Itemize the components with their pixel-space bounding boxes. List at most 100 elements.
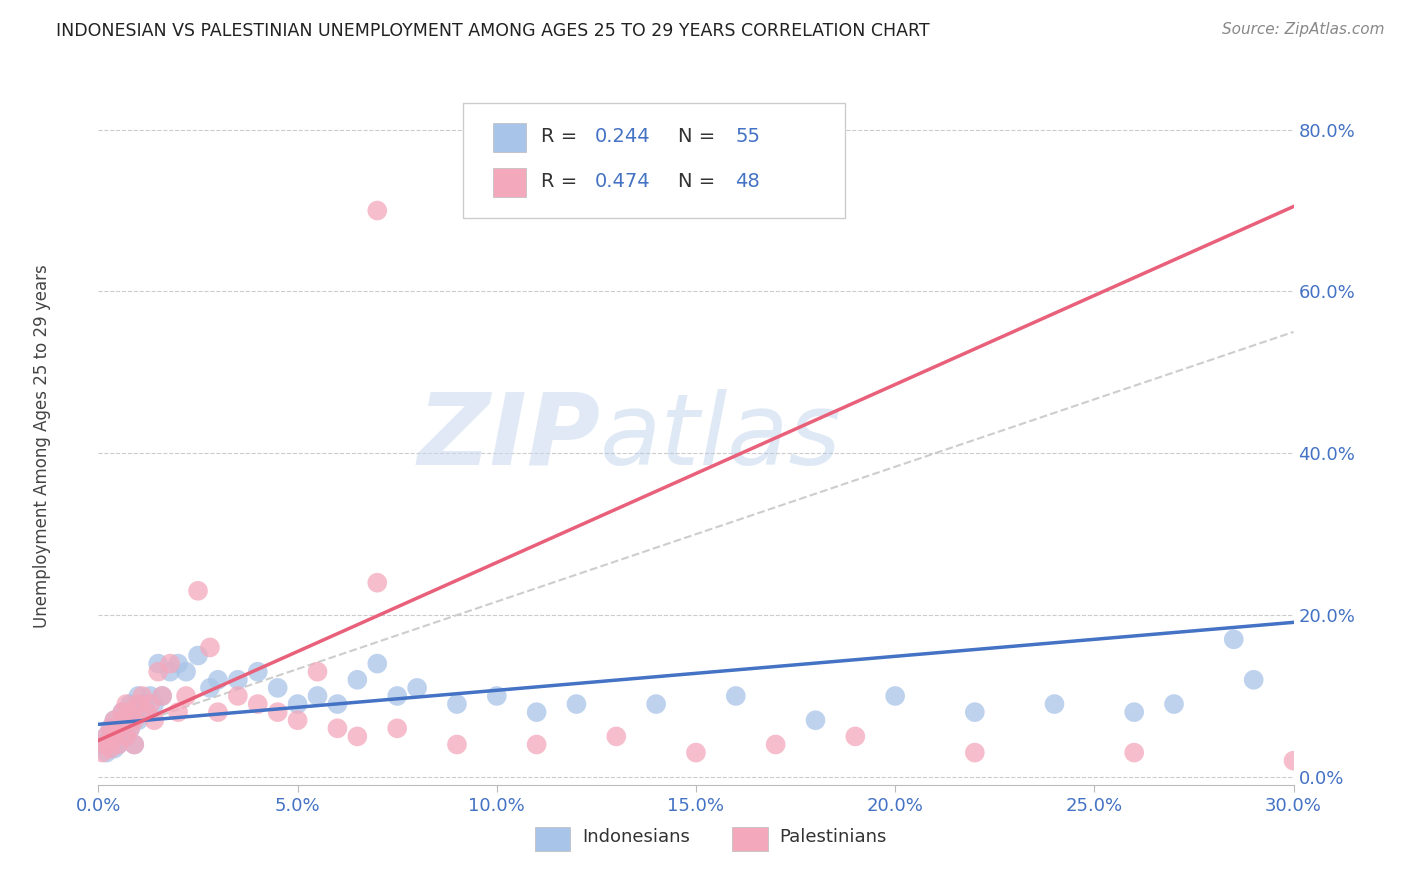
Point: [167, 705, 190, 719]
Point: [150, 689, 173, 703]
Text: R =: R =: [541, 172, 583, 191]
Point: [98, 733, 122, 747]
Point: [1223, 632, 1246, 647]
Point: [406, 681, 429, 695]
Point: [526, 705, 548, 719]
Point: [120, 705, 142, 719]
Point: [446, 697, 468, 711]
Point: [127, 697, 149, 711]
Point: [526, 738, 548, 752]
Point: [111, 705, 134, 719]
Point: [446, 738, 468, 752]
Point: [150, 689, 173, 703]
Point: [107, 738, 129, 752]
Point: [326, 722, 349, 736]
Point: [115, 730, 138, 744]
Point: [91, 738, 114, 752]
Point: [844, 730, 866, 744]
Point: [159, 665, 181, 679]
Point: [107, 730, 129, 744]
Point: [307, 689, 329, 703]
Point: [724, 689, 747, 703]
Text: INDONESIAN VS PALESTINIAN UNEMPLOYMENT AMONG AGES 25 TO 29 YEARS CORRELATION CHA: INDONESIAN VS PALESTINIAN UNEMPLOYMENT A…: [56, 22, 929, 40]
Point: [385, 689, 409, 703]
Point: [167, 657, 190, 671]
Point: [685, 746, 707, 760]
Point: [148, 657, 170, 671]
Point: [174, 689, 197, 703]
Point: [124, 713, 146, 727]
Point: [287, 697, 309, 711]
Point: [91, 746, 114, 760]
FancyBboxPatch shape: [494, 168, 526, 197]
Point: [963, 746, 986, 760]
Point: [645, 697, 668, 711]
Point: [96, 730, 118, 744]
Point: [765, 738, 787, 752]
Text: 48: 48: [735, 172, 761, 191]
Point: [287, 713, 309, 727]
Point: [148, 665, 170, 679]
Point: [115, 697, 138, 711]
Point: [120, 722, 142, 736]
Text: 55: 55: [735, 127, 761, 146]
Point: [107, 738, 129, 752]
Text: 0.244: 0.244: [595, 127, 650, 146]
Point: [143, 713, 166, 727]
Point: [111, 722, 134, 736]
Point: [98, 722, 122, 736]
Point: [96, 746, 118, 760]
Point: [963, 705, 986, 719]
Point: [115, 713, 138, 727]
Point: [804, 713, 827, 727]
Point: [103, 713, 125, 727]
Point: [198, 640, 221, 655]
Point: [605, 730, 627, 744]
Point: [124, 738, 146, 752]
Point: [267, 681, 290, 695]
Point: [565, 697, 588, 711]
Point: [385, 722, 409, 736]
Text: Indonesians: Indonesians: [582, 828, 690, 847]
FancyBboxPatch shape: [733, 827, 768, 851]
Point: [187, 648, 209, 663]
Point: [1282, 754, 1305, 768]
Point: [127, 713, 149, 727]
Point: [115, 730, 138, 744]
Point: [103, 741, 125, 756]
Point: [366, 203, 388, 218]
Point: [107, 722, 129, 736]
Point: [366, 575, 388, 590]
Point: [139, 697, 162, 711]
Point: [1163, 697, 1185, 711]
Text: R =: R =: [541, 127, 583, 146]
Point: [96, 730, 118, 744]
Point: [131, 689, 153, 703]
Point: [1123, 705, 1146, 719]
Point: [124, 705, 146, 719]
Text: Source: ZipAtlas.com: Source: ZipAtlas.com: [1222, 22, 1385, 37]
Text: Unemployment Among Ages 25 to 29 years: Unemployment Among Ages 25 to 29 years: [34, 264, 51, 628]
Point: [226, 689, 249, 703]
Point: [135, 705, 157, 719]
Point: [346, 673, 368, 687]
Point: [207, 705, 229, 719]
Point: [174, 665, 197, 679]
Point: [1123, 746, 1146, 760]
Point: [187, 583, 209, 598]
Point: [103, 730, 125, 744]
FancyBboxPatch shape: [534, 827, 571, 851]
Point: [98, 741, 122, 756]
Text: N =: N =: [678, 172, 721, 191]
Point: [366, 657, 388, 671]
Point: [131, 697, 153, 711]
Text: atlas: atlas: [600, 389, 842, 485]
Point: [884, 689, 907, 703]
Point: [135, 705, 157, 719]
Text: 0.474: 0.474: [595, 172, 650, 191]
Point: [326, 697, 349, 711]
Point: [96, 738, 118, 752]
Point: [139, 689, 162, 703]
Point: [103, 713, 125, 727]
Point: [246, 697, 269, 711]
